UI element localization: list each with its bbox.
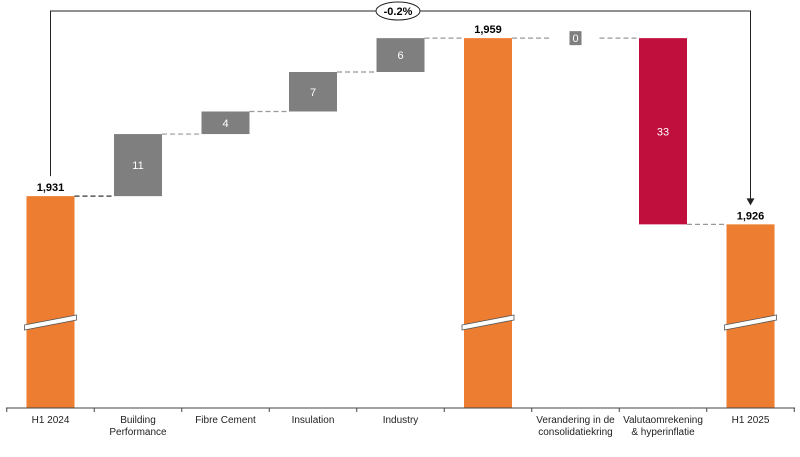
data-label-total: 1,959	[474, 24, 502, 36]
change-badge	[375, 1, 421, 21]
change-percent-label: -0.2%	[384, 6, 413, 18]
data-label-step: 6	[397, 50, 403, 62]
category-label: consolidatiekring	[538, 427, 613, 438]
category-label: Valutaomrekening	[623, 415, 703, 426]
data-label-total: 1,926	[737, 210, 765, 222]
category-label: Verandering in de	[536, 415, 615, 426]
axis-break-mark	[724, 314, 777, 331]
bar-subtotal-5	[464, 38, 512, 409]
data-label-step: 7	[310, 87, 316, 99]
category-label: Performance	[109, 427, 167, 438]
bar-fibre-cement-2	[201, 111, 250, 135]
bar-h1-2025-8	[726, 224, 775, 408]
axis-break-mark	[461, 314, 515, 331]
bar-insulation-3	[289, 72, 337, 112]
category-label: H1 2024	[32, 415, 70, 426]
data-label-step: 0	[572, 33, 578, 45]
arrow-down-icon	[746, 198, 755, 206]
bar-verandering-in-de-consolidatiekring-6	[569, 31, 582, 46]
bar-h1-2024-0	[26, 196, 75, 408]
bar-industry-4	[376, 38, 425, 72]
data-label-step: 4	[222, 118, 228, 130]
category-label: Fibre Cement	[195, 415, 256, 426]
category-label: Industry	[383, 415, 419, 426]
axis-break-mark	[24, 314, 77, 331]
data-label-step: 11	[132, 160, 143, 172]
bar-building-performance-1	[114, 134, 162, 197]
category-label: & hyperinflatie	[631, 427, 695, 438]
data-label-step: 33	[657, 126, 669, 138]
bar-valutaomrekening-hyperinflatie-7	[639, 38, 687, 225]
data-label-total: 1,931	[37, 182, 65, 194]
category-label: H1 2025	[732, 415, 770, 426]
category-label: Insulation	[292, 415, 335, 426]
category-label: Building	[120, 415, 156, 426]
